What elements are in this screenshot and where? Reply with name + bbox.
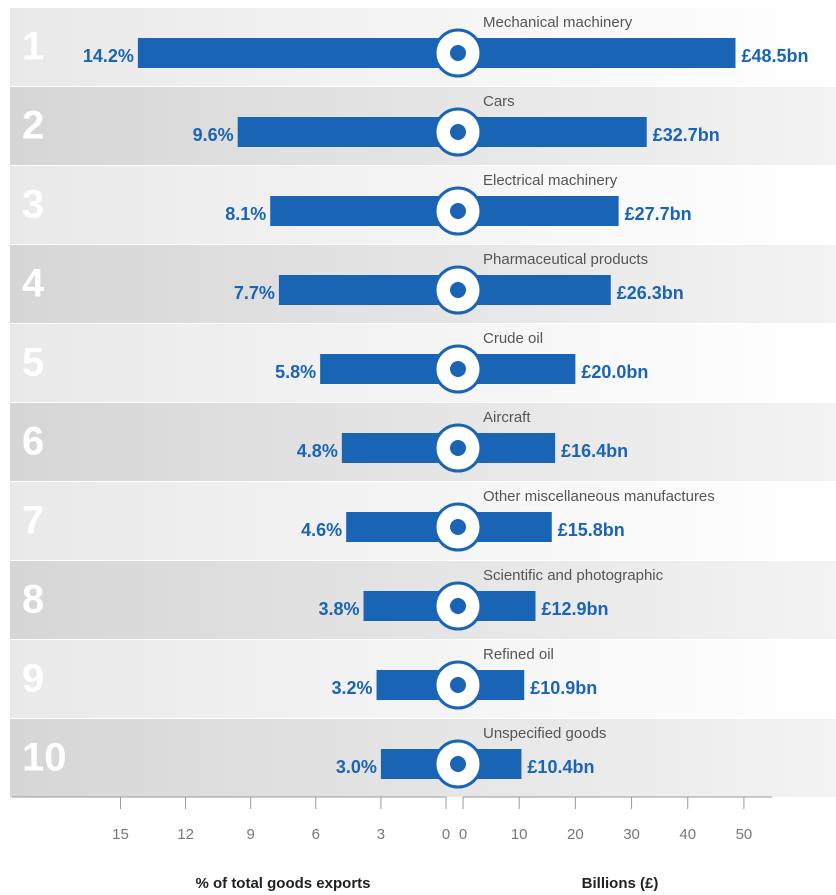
category-label: Scientific and photographic — [483, 567, 664, 584]
right-value-label: £16.4bn — [561, 441, 628, 461]
left-axis-title: % of total goods exports — [195, 875, 370, 892]
category-label: Mechanical machinery — [483, 14, 633, 31]
rank: 1 — [22, 25, 44, 69]
icon-glyph — [450, 45, 466, 61]
tick-label: 20 — [567, 826, 584, 843]
rank: 9 — [22, 657, 44, 701]
icon-glyph — [450, 440, 466, 456]
tick-label: 0 — [459, 826, 467, 843]
icon-glyph — [450, 361, 466, 377]
right-value-label: £20.0bn — [581, 362, 648, 382]
right-value-label: £12.9bn — [541, 599, 608, 619]
right-bar — [458, 38, 736, 68]
right-value-label: £10.4bn — [527, 757, 594, 777]
rank: 10 — [22, 736, 67, 780]
right-value-label: £10.9bn — [530, 678, 597, 698]
rank: 6 — [22, 420, 44, 464]
tick-label: 3 — [377, 826, 385, 843]
right-bar — [458, 117, 647, 147]
tick-label: 6 — [312, 826, 320, 843]
tick-label: 9 — [247, 826, 255, 843]
category-label: Electrical machinery — [483, 172, 618, 189]
icon-glyph — [450, 124, 466, 140]
tick-label: 30 — [623, 826, 640, 843]
right-axis-title: Billions (£) — [582, 875, 659, 892]
left-value-label: 3.0% — [336, 757, 377, 777]
rank: 8 — [22, 578, 44, 622]
right-value-label: £27.7bn — [625, 204, 692, 224]
category-label: Aircraft — [483, 409, 531, 426]
right-bar — [458, 196, 619, 226]
icon-glyph — [450, 677, 466, 693]
tick-label: 10 — [511, 826, 528, 843]
right-value-label: £48.5bn — [741, 46, 808, 66]
category-label: Refined oil — [483, 646, 554, 663]
icon-glyph — [450, 519, 466, 535]
rank: 4 — [22, 262, 45, 306]
tick-label: 0 — [442, 826, 450, 843]
tick-label: 40 — [679, 826, 696, 843]
category-label: Pharmaceutical products — [483, 251, 648, 268]
right-bar — [458, 275, 611, 305]
category-label: Unspecified goods — [483, 725, 606, 742]
left-value-label: 3.8% — [319, 599, 360, 619]
left-bar — [270, 196, 458, 226]
category-label: Crude oil — [483, 330, 543, 347]
left-value-label: 4.8% — [297, 441, 338, 461]
left-bar — [137, 38, 459, 68]
left-bar — [237, 117, 458, 147]
tick-label: 15 — [112, 826, 129, 843]
left-value-label: 4.6% — [301, 520, 342, 540]
right-value-label: £26.3bn — [617, 283, 684, 303]
rank: 5 — [22, 341, 44, 385]
left-value-label: 9.6% — [193, 125, 234, 145]
left-value-label: 8.1% — [225, 204, 266, 224]
category-label: Cars — [483, 93, 515, 110]
icon-glyph — [450, 203, 466, 219]
left-value-label: 5.8% — [275, 362, 316, 382]
tick-label: 12 — [177, 826, 194, 843]
icon-glyph — [450, 756, 466, 772]
tick-label: 50 — [736, 826, 753, 843]
icon-glyph — [450, 282, 466, 298]
left-value-label: 3.2% — [332, 678, 373, 698]
right-value-label: £15.8bn — [558, 520, 625, 540]
left-value-label: 14.2% — [83, 46, 134, 66]
rank: 7 — [22, 499, 44, 543]
icon-glyph — [450, 598, 466, 614]
left-value-label: 7.7% — [234, 283, 275, 303]
right-value-label: £32.7bn — [653, 125, 720, 145]
category-label: Other miscellaneous manufactures — [483, 488, 715, 505]
rank: 2 — [22, 104, 44, 148]
rank: 3 — [22, 183, 44, 227]
left-bar — [278, 275, 458, 305]
